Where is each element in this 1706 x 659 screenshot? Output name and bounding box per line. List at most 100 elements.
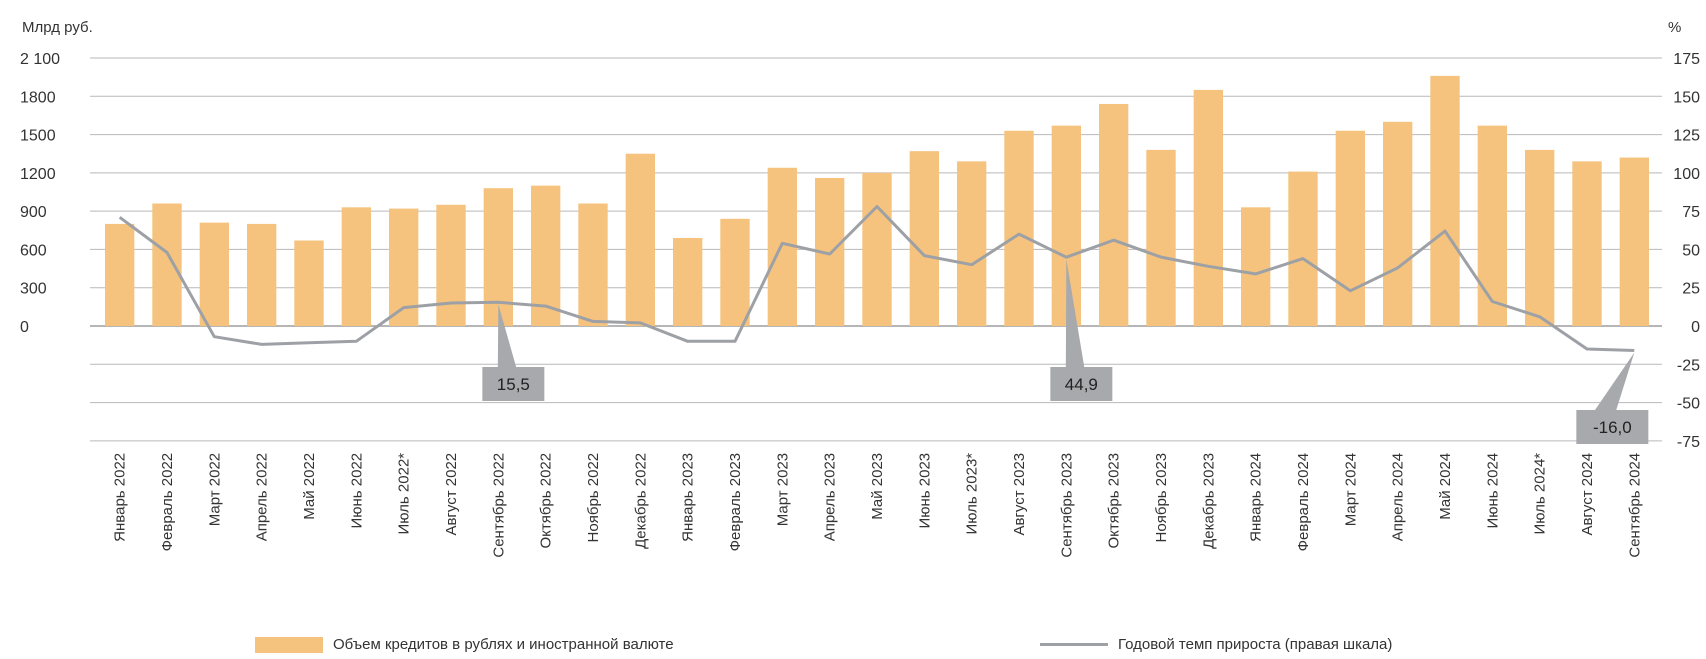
x-tick-label: Март 2024 (1342, 453, 1359, 526)
y-axis-right: 175 150 125 100 75 50 25 0 -25 -50 -75 (1673, 51, 1700, 451)
x-tick-label: Июль 2022* (396, 453, 413, 535)
x-axis: Январь 2022 Февраль 2022 Март 2022 Апрель 2… (112, 453, 1644, 558)
y-axis-left-label: Млрд руб. (22, 19, 93, 36)
y-left-tick-label: 0 (20, 319, 29, 336)
callout-box (482, 367, 545, 401)
x-tick-label: Сентябрь 2024 (1626, 453, 1643, 558)
callout-pointer (1594, 352, 1635, 411)
callout-label: -16,0 (1593, 418, 1632, 437)
x-tick-label: Май 2023 (869, 453, 886, 520)
x-tick-label: Декабрь 2022 (632, 453, 649, 549)
x-tick-label: Апрель 2024 (1390, 453, 1407, 541)
y-left-tick-label: 600 (20, 242, 47, 259)
y-right-tick-label: 175 (1673, 51, 1700, 68)
x-tick-label: Март 2023 (774, 453, 791, 526)
y-left-tick-label: 900 (20, 204, 47, 221)
x-tick-label: Декабрь 2023 (1200, 453, 1217, 549)
y-left-tick-label: 2 100 (20, 51, 60, 68)
bar (1430, 75, 1460, 326)
growth-line (118, 205, 1635, 352)
x-tick-label: Сентябрь 2023 (1058, 453, 1075, 558)
bar (104, 223, 135, 326)
x-tick-label: Ноябрь 2023 (1153, 453, 1170, 543)
y-right-tick-label: 125 (1673, 128, 1700, 145)
y-left-tick-label: 300 (20, 281, 47, 298)
y-right-tick-label: 50 (1682, 242, 1700, 259)
bar (341, 207, 372, 326)
x-tick-label: Май 2024 (1437, 453, 1454, 520)
bar (625, 153, 656, 326)
bar (1335, 130, 1366, 326)
bar (720, 218, 750, 326)
x-tick-label: Ноябрь 2022 (585, 453, 602, 543)
bar (1004, 130, 1034, 326)
bar (199, 222, 230, 326)
bar (956, 161, 987, 326)
bar (1288, 171, 1318, 326)
bar (152, 203, 182, 326)
y-left-tick-label: 1200 (20, 166, 56, 183)
x-tick-label: Июнь 2023 (916, 453, 933, 529)
bar (909, 151, 940, 326)
x-tick-label: Февраль 2023 (727, 453, 744, 552)
x-tick-label: Январь 2024 (1248, 453, 1265, 542)
callout-box (1576, 410, 1649, 444)
bar (1098, 103, 1129, 326)
bar (246, 223, 277, 326)
bar (1146, 149, 1176, 326)
callout-label: 15,5 (497, 375, 530, 394)
legend-label-line: Годовой темп прироста (правая шкала) (1118, 636, 1393, 653)
x-tick-label: Январь 2023 (680, 453, 697, 542)
x-tick-label: Март 2022 (206, 453, 223, 526)
callout: 15,5 (482, 304, 545, 401)
y-right-tick-label: -25 (1677, 357, 1700, 374)
x-tick-label: Апрель 2022 (254, 453, 271, 541)
x-tick-label: Февраль 2024 (1295, 453, 1312, 552)
x-tick-label: Сентябрь 2022 (490, 453, 507, 558)
y-right-tick-label: 150 (1673, 89, 1700, 106)
callout-pointer (1065, 259, 1085, 368)
bar (436, 204, 466, 326)
y-axis-left: 2 100 1800 1500 1200 900 600 300 0 (20, 51, 60, 336)
legend-item-line: Годовой темп прироста (правая шкала) (1040, 636, 1392, 653)
x-tick-label: Май 2022 (301, 453, 318, 520)
bar (530, 185, 561, 326)
callout-pointer (497, 304, 517, 368)
x-tick-label: Октябрь 2023 (1106, 453, 1123, 549)
callout: -16,0 (1576, 352, 1649, 444)
legend-item-bars: Объем кредитов в рублях и иностранной ва… (255, 636, 674, 653)
x-tick-label: Август 2022 (443, 453, 460, 536)
x-tick-label: Июнь 2022 (348, 453, 365, 529)
y-right-tick-label: 25 (1682, 281, 1700, 298)
legend-swatch-line (1040, 643, 1108, 646)
y-right-tick-label: 0 (1691, 319, 1700, 336)
y-right-tick-label: 100 (1673, 166, 1700, 183)
bar (294, 240, 324, 326)
x-tick-label: Июнь 2024 (1484, 453, 1501, 529)
bar (862, 172, 892, 326)
line-series (118, 205, 1635, 352)
y-left-tick-label: 1500 (20, 128, 56, 145)
x-tick-label: Август 2023 (1011, 453, 1028, 536)
legend-label-bars: Объем кредитов в рублях и иностранной ва… (333, 636, 674, 653)
y-right-tick-label: -50 (1677, 396, 1700, 413)
bar (1477, 125, 1508, 326)
legend-swatch-bar (255, 636, 323, 653)
bar (1193, 89, 1224, 327)
bar-series (104, 75, 1650, 327)
callout: 44,9 (1050, 259, 1113, 401)
x-tick-label: Февраль 2022 (159, 453, 176, 552)
callouts: 15,5 44,9 -16,0 (482, 259, 1649, 444)
bar (1240, 207, 1271, 326)
y-right-tick-label: -75 (1677, 434, 1700, 451)
x-tick-label: Январь 2022 (112, 453, 129, 542)
bar (578, 203, 608, 326)
bar (1524, 149, 1555, 326)
bar (1572, 161, 1602, 326)
bar (1382, 121, 1413, 326)
y-axis-right-label: % (1668, 19, 1681, 36)
x-tick-label: Июль 2024* (1532, 453, 1549, 535)
callout-box (1050, 367, 1113, 401)
callout-label: 44,9 (1065, 375, 1098, 394)
y-left-tick-label: 1800 (20, 89, 56, 106)
